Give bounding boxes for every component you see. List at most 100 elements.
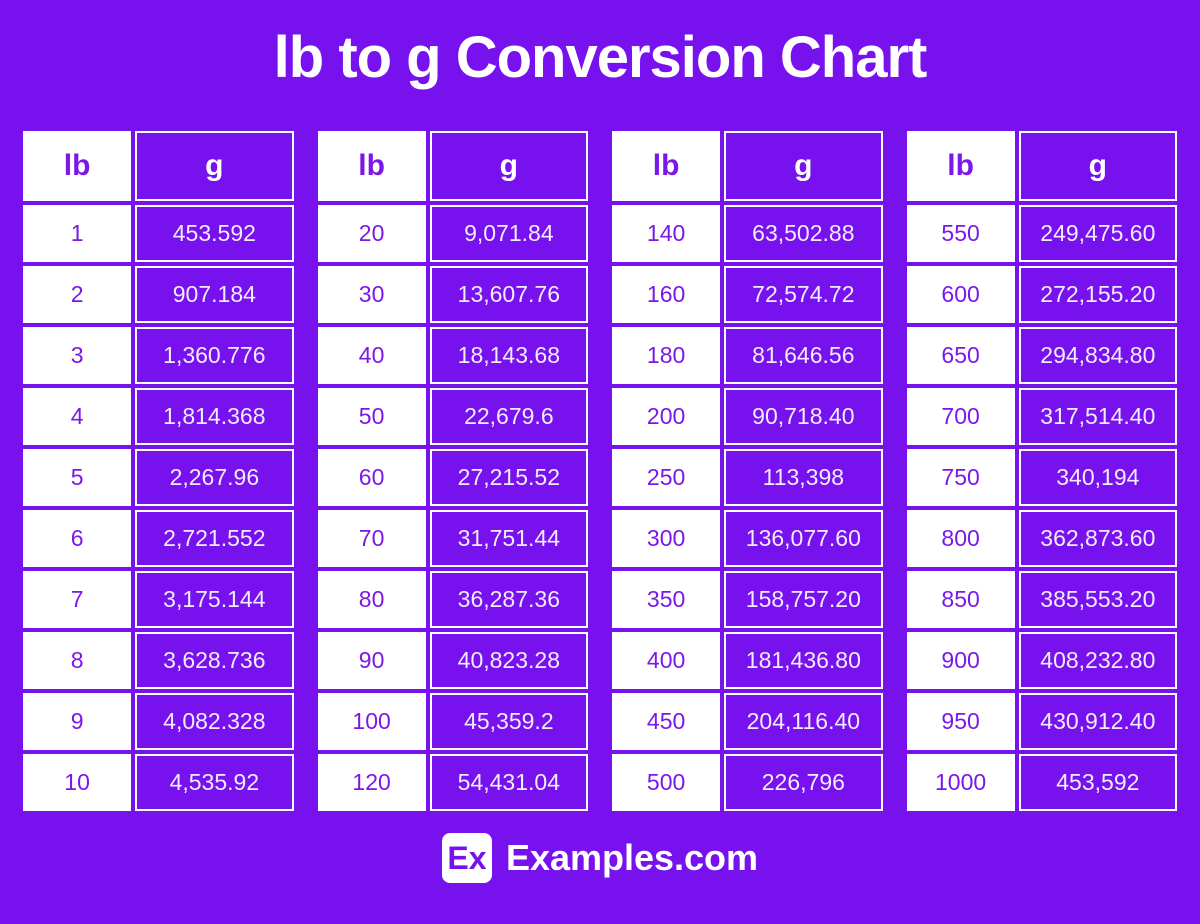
g-value-cell: 272,155.20 bbox=[1018, 266, 1177, 323]
table-row: 600 272,155.20 bbox=[906, 266, 1177, 323]
lb-value-cell: 9 bbox=[23, 693, 132, 750]
table-row: 750 340,194 bbox=[906, 449, 1177, 506]
lb-value-cell: 1000 bbox=[906, 754, 1015, 811]
g-value-cell: 294,834.80 bbox=[1018, 327, 1177, 384]
lb-header-cell: lb bbox=[23, 131, 132, 201]
table-row: 70 31,751.44 bbox=[317, 510, 588, 567]
page-title: lb to g Conversion Chart bbox=[273, 25, 928, 90]
lb-value-cell: 700 bbox=[906, 388, 1015, 445]
g-value-cell: 385,553.20 bbox=[1018, 571, 1177, 628]
g-value-cell: 136,077.60 bbox=[724, 510, 883, 567]
lb-value-cell: 1 bbox=[23, 205, 132, 262]
lb-header-cell: lb bbox=[612, 131, 721, 201]
table-header-row: lb g bbox=[612, 131, 883, 201]
table-header-row: lb g bbox=[317, 131, 588, 201]
lb-value-cell: 30 bbox=[317, 266, 426, 323]
lb-value-cell: 950 bbox=[906, 693, 1015, 750]
g-value-cell: 2,267.96 bbox=[135, 449, 294, 506]
lb-value-cell: 250 bbox=[612, 449, 721, 506]
lb-value-cell: 20 bbox=[317, 205, 426, 262]
g-value-cell: 1,360.776 bbox=[135, 327, 294, 384]
conversion-table-2: lb g 20 9,071.84 30 13,607.76 40 18,143.68 50 2… bbox=[317, 131, 588, 811]
g-value-cell: 90,718.40 bbox=[724, 388, 883, 445]
g-value-cell: 54,431.04 bbox=[429, 754, 588, 811]
lb-value-cell: 8 bbox=[23, 632, 132, 689]
g-value-cell: 226,796 bbox=[724, 754, 883, 811]
lb-value-cell: 7 bbox=[23, 571, 132, 628]
examples-logo-badge: Ex bbox=[441, 833, 492, 883]
lb-value-cell: 900 bbox=[906, 632, 1015, 689]
lb-value-cell: 2 bbox=[23, 266, 132, 323]
g-value-cell: 45,359.2 bbox=[429, 693, 588, 750]
lb-value-cell: 60 bbox=[317, 449, 426, 506]
g-header-cell: g bbox=[1018, 131, 1177, 201]
table-row: 8 3,628.736 bbox=[23, 632, 294, 689]
table-row: 450 204,116.40 bbox=[612, 693, 883, 750]
g-value-cell: 72,574.72 bbox=[724, 266, 883, 323]
g-value-cell: 181,436.80 bbox=[724, 632, 883, 689]
lb-value-cell: 140 bbox=[612, 205, 721, 262]
lb-value-cell: 750 bbox=[906, 449, 1015, 506]
table-row: 650 294,834.80 bbox=[906, 327, 1177, 384]
g-value-cell: 317,514.40 bbox=[1018, 388, 1177, 445]
lb-value-cell: 350 bbox=[612, 571, 721, 628]
table-row: 2 907.184 bbox=[23, 266, 294, 323]
table-row: 700 317,514.40 bbox=[906, 388, 1177, 445]
g-value-cell: 113,398 bbox=[724, 449, 883, 506]
table-row: 250 113,398 bbox=[612, 449, 883, 506]
table-row: 200 90,718.40 bbox=[612, 388, 883, 445]
g-value-cell: 63,502.88 bbox=[724, 205, 883, 262]
g-value-cell: 27,215.52 bbox=[429, 449, 588, 506]
examples-logo-text: Ex bbox=[447, 839, 487, 876]
g-value-cell: 18,143.68 bbox=[429, 327, 588, 384]
lb-value-cell: 300 bbox=[612, 510, 721, 567]
lb-value-cell: 180 bbox=[612, 327, 721, 384]
table-row: 3 1,360.776 bbox=[23, 327, 294, 384]
g-value-cell: 31,751.44 bbox=[429, 510, 588, 567]
g-value-cell: 4,535.92 bbox=[135, 754, 294, 811]
table-row: 800 362,873.60 bbox=[906, 510, 1177, 567]
table-row: 900 408,232.80 bbox=[906, 632, 1177, 689]
lb-value-cell: 4 bbox=[23, 388, 132, 445]
g-value-cell: 340,194 bbox=[1018, 449, 1177, 506]
table-row: 40 18,143.68 bbox=[317, 327, 588, 384]
site-name: Examples.com bbox=[505, 837, 759, 878]
table-row: 20 9,071.84 bbox=[317, 205, 588, 262]
lb-value-cell: 500 bbox=[612, 754, 721, 811]
table-row: 140 63,502.88 bbox=[612, 205, 883, 262]
table-header-row: lb g bbox=[23, 131, 294, 201]
table-row: 6 2,721.552 bbox=[23, 510, 294, 567]
g-value-cell: 4,082.328 bbox=[135, 693, 294, 750]
table-row: 7 3,175.144 bbox=[23, 571, 294, 628]
g-value-cell: 13,607.76 bbox=[429, 266, 588, 323]
lb-value-cell: 160 bbox=[612, 266, 721, 323]
table-row: 180 81,646.56 bbox=[612, 327, 883, 384]
g-value-cell: 158,757.20 bbox=[724, 571, 883, 628]
lb-value-cell: 200 bbox=[612, 388, 721, 445]
g-value-cell: 249,475.60 bbox=[1018, 205, 1177, 262]
g-value-cell: 40,823.28 bbox=[429, 632, 588, 689]
table-row: 100 45,359.2 bbox=[317, 693, 588, 750]
conversion-table-1: lb g 1 453.592 2 907.184 3 1,360.776 4 1,814.36… bbox=[23, 131, 294, 811]
conversion-table-4: lb g 550 249,475.60 600 272,155.20 650 294,83… bbox=[906, 131, 1177, 811]
g-value-cell: 907.184 bbox=[135, 266, 294, 323]
g-value-cell: 3,175.144 bbox=[135, 571, 294, 628]
table-row: 30 13,607.76 bbox=[317, 266, 588, 323]
conversion-tables-container: lb g 1 453.592 2 907.184 3 1,360.776 4 1,814.36… bbox=[0, 131, 1200, 811]
table-row: 120 54,431.04 bbox=[317, 754, 588, 811]
g-value-cell: 22,679.6 bbox=[429, 388, 588, 445]
lb-value-cell: 850 bbox=[906, 571, 1015, 628]
g-value-cell: 81,646.56 bbox=[724, 327, 883, 384]
table-row: 350 158,757.20 bbox=[612, 571, 883, 628]
lb-header-cell: lb bbox=[317, 131, 426, 201]
lb-value-cell: 550 bbox=[906, 205, 1015, 262]
table-row: 4 1,814.368 bbox=[23, 388, 294, 445]
lb-value-cell: 800 bbox=[906, 510, 1015, 567]
lb-value-cell: 50 bbox=[317, 388, 426, 445]
g-value-cell: 453,592 bbox=[1018, 754, 1177, 811]
lb-value-cell: 400 bbox=[612, 632, 721, 689]
g-value-cell: 36,287.36 bbox=[429, 571, 588, 628]
table-row: 60 27,215.52 bbox=[317, 449, 588, 506]
table-row: 300 136,077.60 bbox=[612, 510, 883, 567]
table-row: 90 40,823.28 bbox=[317, 632, 588, 689]
